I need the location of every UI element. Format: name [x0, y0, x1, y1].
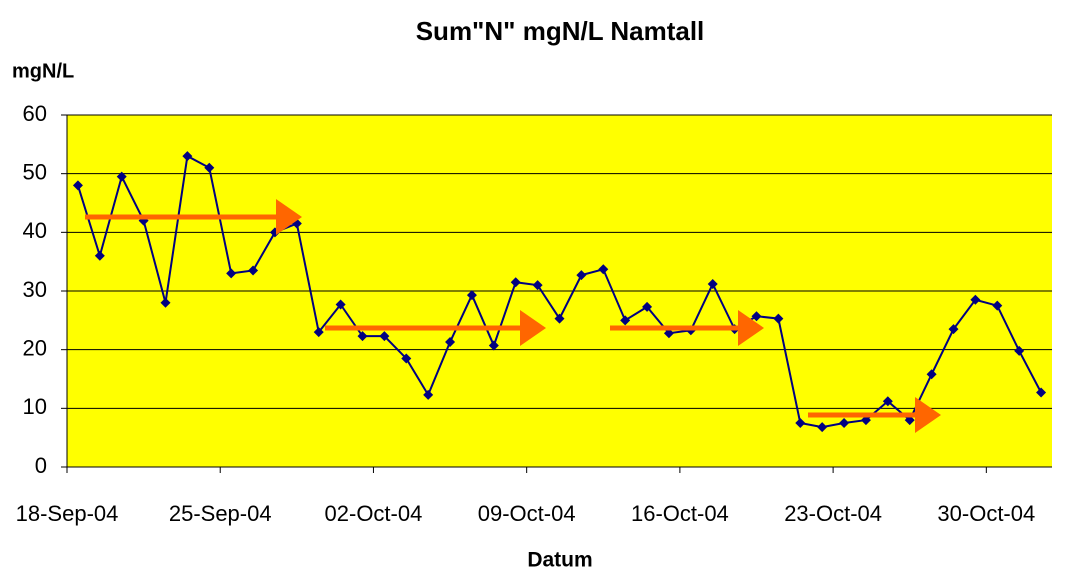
data-point [882, 396, 893, 407]
data-point [926, 369, 937, 380]
data-point [1036, 387, 1047, 398]
data-point [554, 313, 565, 324]
x-axis-label: Datum [527, 549, 592, 572]
data-point [401, 353, 412, 364]
data-point [773, 313, 784, 324]
data-point [1014, 345, 1025, 356]
data-point [839, 418, 850, 428]
y-tick-label: 20 [23, 335, 47, 360]
x-tick-label: 25-Sep-04 [169, 501, 272, 526]
data-point [116, 171, 127, 182]
y-tick-label: 40 [23, 218, 47, 243]
y-tick-label: 60 [23, 101, 47, 126]
x-tick-label: 16-Oct-04 [631, 501, 729, 526]
data-point [72, 180, 83, 191]
x-tick-label: 30-Oct-04 [937, 501, 1035, 526]
data-point [357, 331, 368, 342]
data-point [204, 162, 215, 173]
x-tick-label: 02-Oct-04 [325, 501, 423, 526]
data-point [795, 418, 806, 428]
data-point [423, 389, 434, 400]
arrow-head [915, 397, 941, 433]
data-point [904, 415, 915, 426]
x-tick-label: 23-Oct-04 [784, 501, 882, 526]
arrow-head [276, 199, 302, 235]
data-point [488, 340, 499, 351]
arrow-head [520, 310, 546, 346]
data-point [576, 270, 587, 281]
data-point [992, 300, 1003, 311]
data-point [860, 415, 871, 426]
y-tick-label: 0 [35, 453, 47, 478]
data-point [532, 280, 543, 291]
y-tick-label: 30 [23, 277, 47, 302]
data-point [94, 250, 105, 261]
data-point [663, 328, 674, 339]
data-point [510, 277, 521, 288]
data-point [598, 264, 609, 275]
data-point [160, 297, 171, 308]
data-point [379, 331, 390, 342]
y-tick-label: 10 [23, 394, 47, 419]
y-tick-label: 50 [23, 159, 47, 184]
x-tick-label: 09-Oct-04 [478, 501, 576, 526]
data-point [642, 301, 653, 312]
y-axis-label: mgN/L [12, 60, 74, 82]
data-point [751, 311, 762, 322]
data-point [707, 278, 718, 289]
x-tick-label: 18-Sep-04 [16, 501, 119, 526]
data-point [182, 151, 193, 162]
data-point [948, 324, 959, 335]
data-point [466, 290, 477, 301]
data-point [620, 315, 631, 326]
data-point [970, 294, 981, 305]
data-point [313, 327, 324, 338]
chart-title: Sum"N" mgN/L Namtall [416, 16, 705, 46]
data-point [817, 422, 828, 433]
data-point [226, 268, 237, 279]
trend-arrows [85, 199, 941, 433]
arrow-head [738, 310, 764, 346]
data-point [445, 337, 456, 348]
data-point [248, 265, 259, 276]
data-point [335, 299, 346, 310]
